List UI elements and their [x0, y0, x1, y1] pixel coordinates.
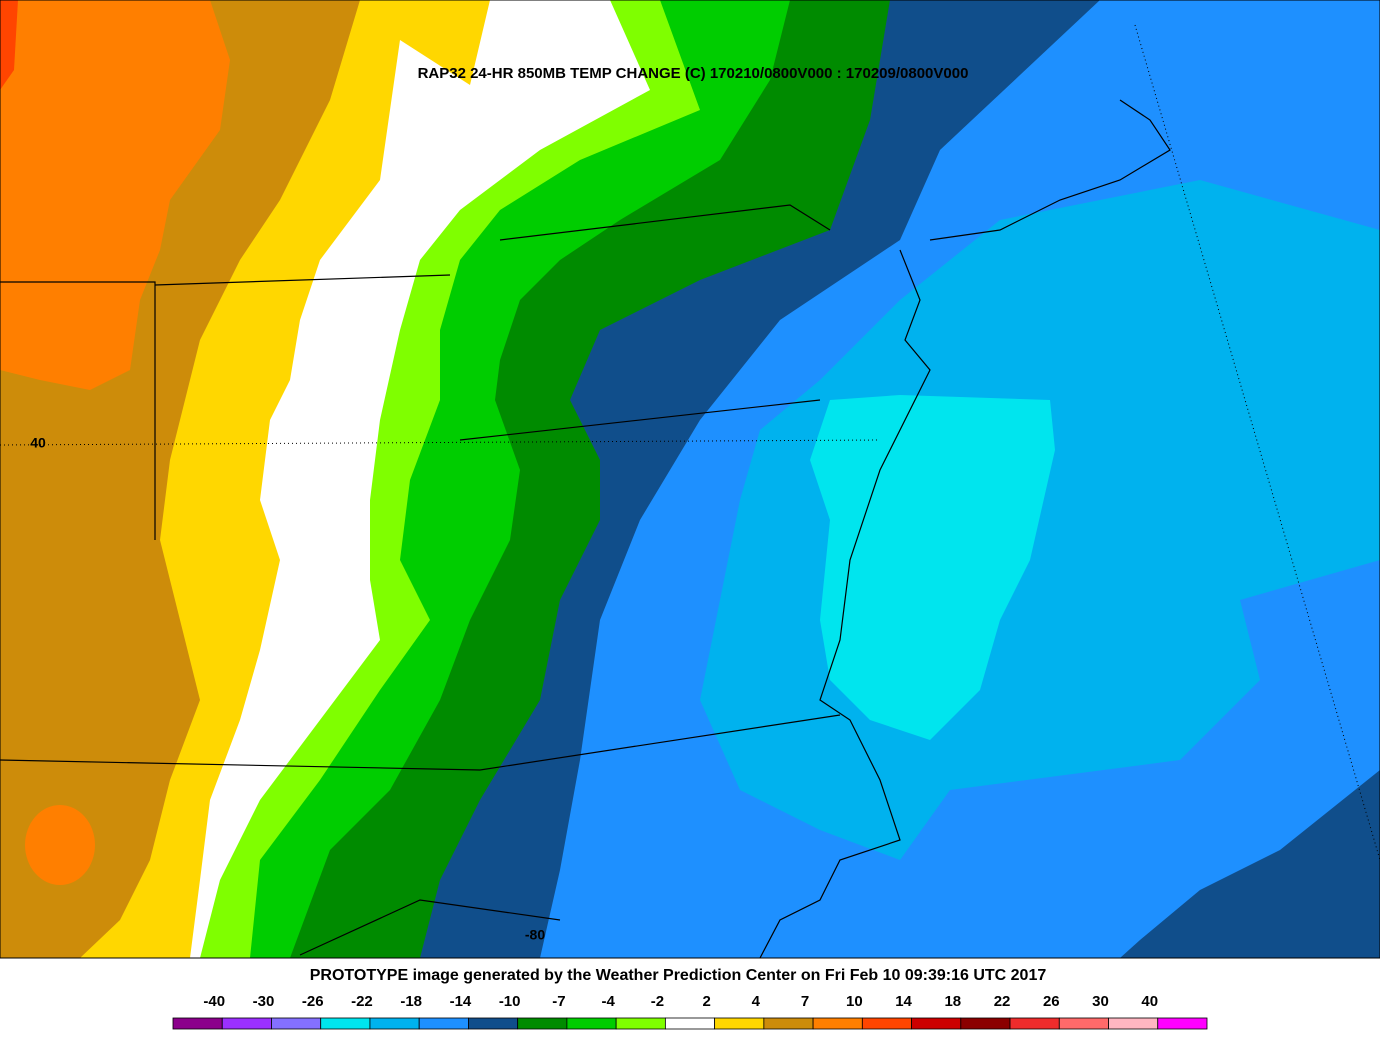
- colorbar-label: 30: [1092, 993, 1109, 1010]
- colorbar-label: 4: [752, 993, 761, 1010]
- colorbar-swatch: [615, 1017, 666, 1030]
- latitude-line: [0, 439, 881, 446]
- field-orange-spot: [25, 805, 95, 885]
- colorbar-swatch: [664, 1017, 716, 1030]
- map-fields: [0, 0, 1380, 958]
- map-frame: [0, 0, 1380, 959]
- colorbar-label: -7: [552, 993, 565, 1010]
- colorbar-label: 22: [994, 993, 1011, 1010]
- colorbar-swatch: [911, 1017, 962, 1030]
- colorbar-swatch: [566, 1017, 617, 1030]
- colorbar-swatch: [1009, 1017, 1060, 1030]
- colorbar-label: -18: [400, 993, 422, 1010]
- map-title: RAP32 24-HR 850MB TEMP CHANGE (C) 170210…: [418, 65, 969, 82]
- field-navy-se: [1120, 770, 1380, 958]
- longitude-label: -80: [525, 927, 545, 943]
- colorbar-label: 14: [895, 993, 912, 1010]
- colorbar-swatch: [1157, 1017, 1208, 1030]
- state-line: [0, 714, 841, 771]
- colorbar-label: -30: [253, 993, 275, 1010]
- colorbar-swatch: [517, 1017, 568, 1030]
- colorbar-label: -10: [499, 993, 521, 1010]
- colorbar-swatch: [369, 1017, 420, 1030]
- colorbar: -40 -30 -26 -22 -18 -14 -10 -7 -4 -2 2 4 7 10 14 18 22 26…: [172, 993, 1208, 1030]
- colorbar-label: -14: [450, 993, 472, 1010]
- field-red-corner: [0, 0, 18, 90]
- colorbar-label: 2: [702, 993, 710, 1010]
- footer: PROTOTYPE image generated by the Weather…: [310, 967, 1047, 984]
- colorbar-swatch: [418, 1017, 469, 1030]
- colorbar-swatch: [221, 1017, 272, 1030]
- colorbar-swatch: [714, 1017, 765, 1030]
- state-line: [499, 204, 831, 241]
- colorbar-label: -22: [351, 993, 373, 1010]
- colorbar-label: 26: [1043, 993, 1060, 1010]
- colorbar-swatch: [320, 1017, 371, 1030]
- colorbar-swatch: [763, 1017, 814, 1030]
- colorbar-swatch: [960, 1017, 1011, 1030]
- colorbar-swatch: [1058, 1017, 1109, 1030]
- coastline: [929, 99, 1171, 241]
- state-line: [459, 399, 821, 441]
- colorbar-swatch: [468, 1017, 519, 1030]
- field-orange: [0, 0, 230, 390]
- latitude-label: 40: [30, 435, 46, 451]
- colorbar-label: 40: [1141, 993, 1158, 1010]
- colorbar-swatch: [172, 1017, 223, 1030]
- state-line: [299, 899, 561, 956]
- colorbar-label: -26: [302, 993, 324, 1010]
- colorbar-label: -2: [651, 993, 664, 1010]
- state-line: [0, 281, 156, 540]
- colorbar-label: 10: [846, 993, 863, 1010]
- colorbar-label: 18: [944, 993, 961, 1010]
- colorbar-label: 7: [801, 993, 809, 1010]
- state-line: [154, 274, 451, 286]
- field-cyan: [810, 395, 1055, 740]
- colorbar-swatch: [861, 1017, 912, 1030]
- colorbar-label: -4: [601, 993, 615, 1010]
- colorbar-swatch: [271, 1017, 322, 1030]
- boundaries: [0, 24, 1380, 959]
- colorbar-swatch: [812, 1017, 863, 1030]
- coastline: [759, 249, 931, 959]
- colorbar-label: -40: [203, 993, 225, 1010]
- colorbar-swatch: [1108, 1017, 1159, 1030]
